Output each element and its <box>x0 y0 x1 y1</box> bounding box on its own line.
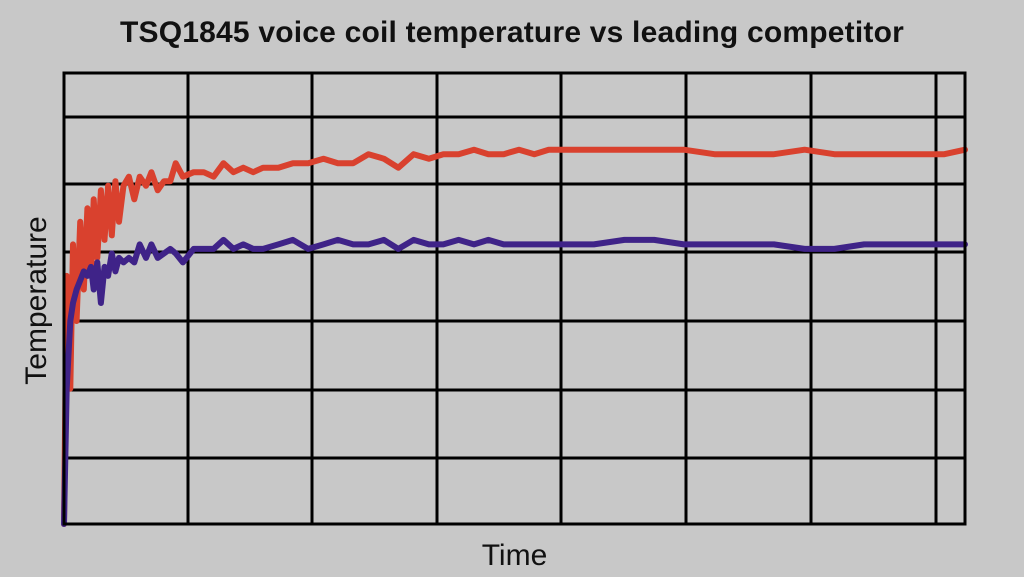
y-axis-label: Temperature <box>20 216 53 384</box>
series-layer <box>61 146 968 527</box>
series-line-red <box>61 146 968 527</box>
series-line-purple <box>61 236 968 527</box>
x-axis-label: Time <box>482 539 548 572</box>
grid-lines <box>64 73 965 524</box>
chart-title: TSQ1845 voice coil temperature vs leadin… <box>120 16 904 49</box>
plot-area-frame <box>62 71 967 526</box>
